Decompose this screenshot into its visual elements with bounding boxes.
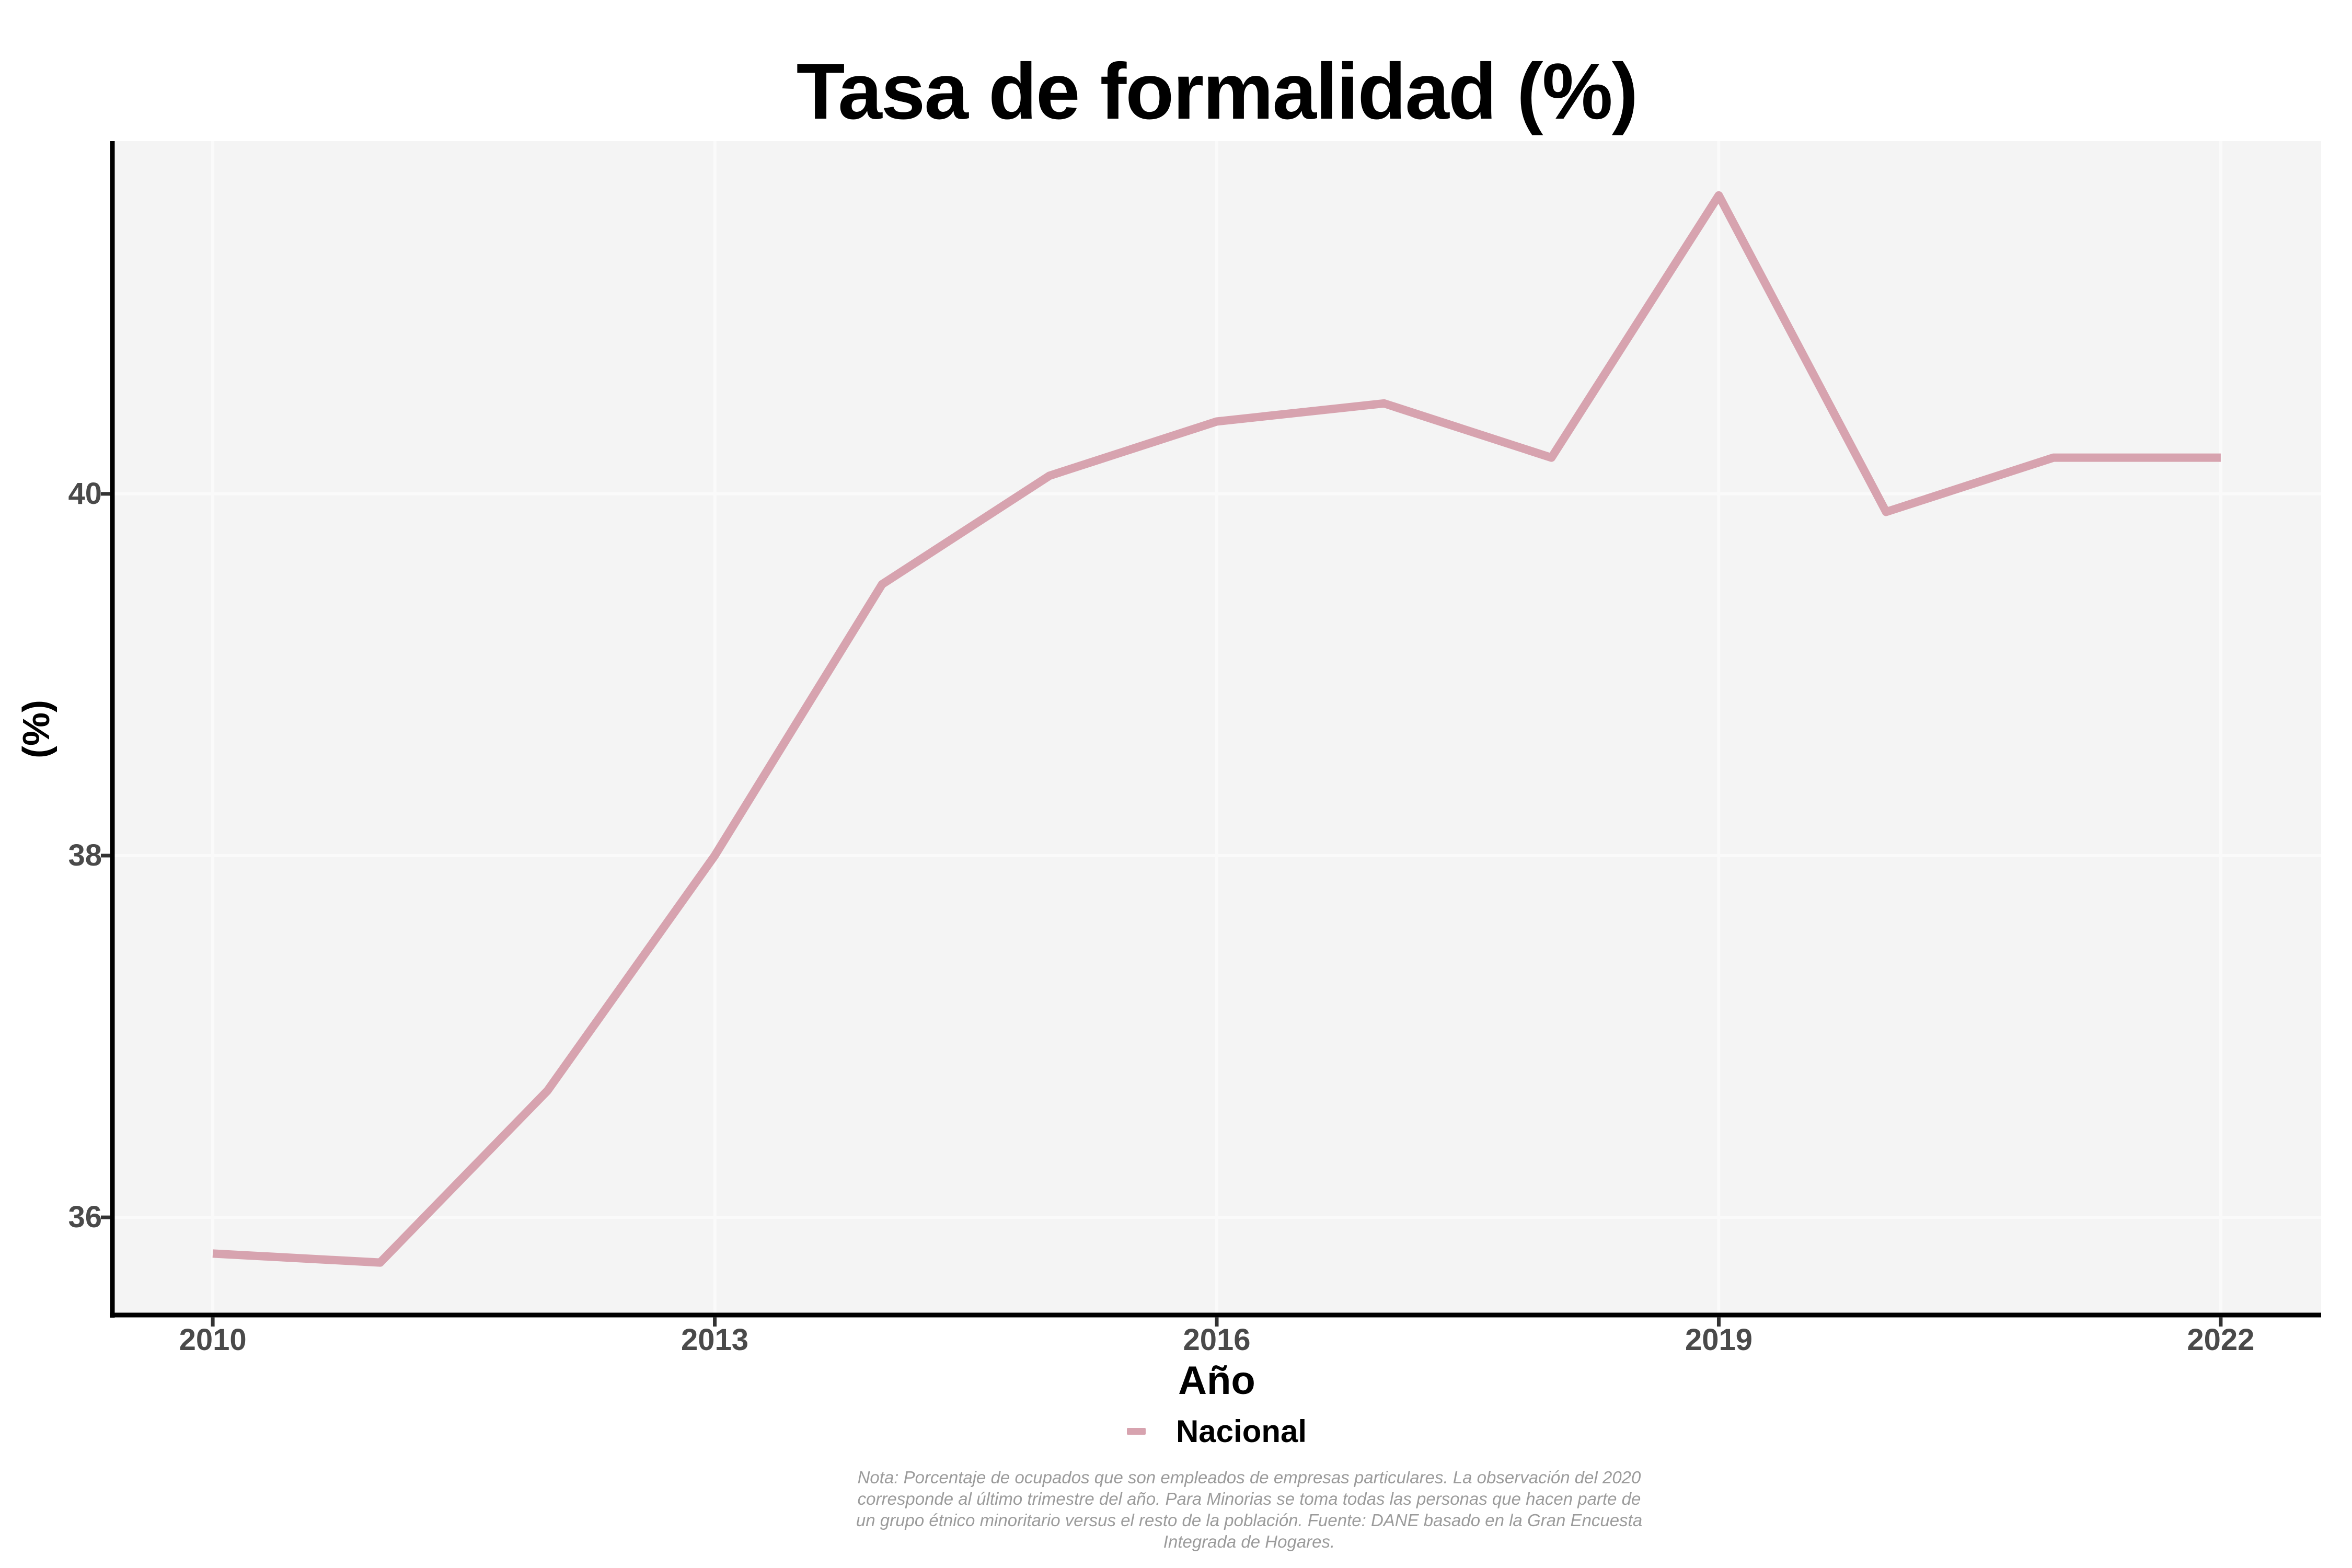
x-tick-label-2010: 2010 [179, 1323, 247, 1357]
x-tick-label-2022: 2022 [2187, 1323, 2255, 1357]
y-tick-label-38: 38 [68, 838, 102, 872]
legend: Nacional [112, 1412, 2321, 1450]
y-tick-label-40: 40 [68, 476, 102, 511]
chart-title: Tasa de formalidad (%) [796, 47, 1639, 136]
legend-key-line [1126, 1427, 1146, 1435]
footnote: Nota: Porcentaje de ocupados que son emp… [152, 1467, 2347, 1552]
footnote-line: Integrada de Hogares. [1163, 1532, 1335, 1551]
legend-label: Nacional [1175, 1413, 1307, 1449]
x-tick-label-2016: 2016 [1183, 1323, 1251, 1357]
footnote-line: Nota: Porcentaje de ocupados que son emp… [857, 1468, 1641, 1487]
x-tick-label-2013: 2013 [681, 1323, 749, 1357]
x-axis-title: Año [1178, 1358, 1255, 1403]
footnote-line: corresponde al último trimestre del año.… [857, 1489, 1641, 1508]
footnote-line: un grupo étnico minoritario versus el re… [856, 1511, 1643, 1530]
y-axis-title: (%) [16, 700, 57, 758]
x-tick-label-2019: 2019 [1685, 1323, 1753, 1357]
y-tick-label-36: 36 [68, 1200, 102, 1235]
